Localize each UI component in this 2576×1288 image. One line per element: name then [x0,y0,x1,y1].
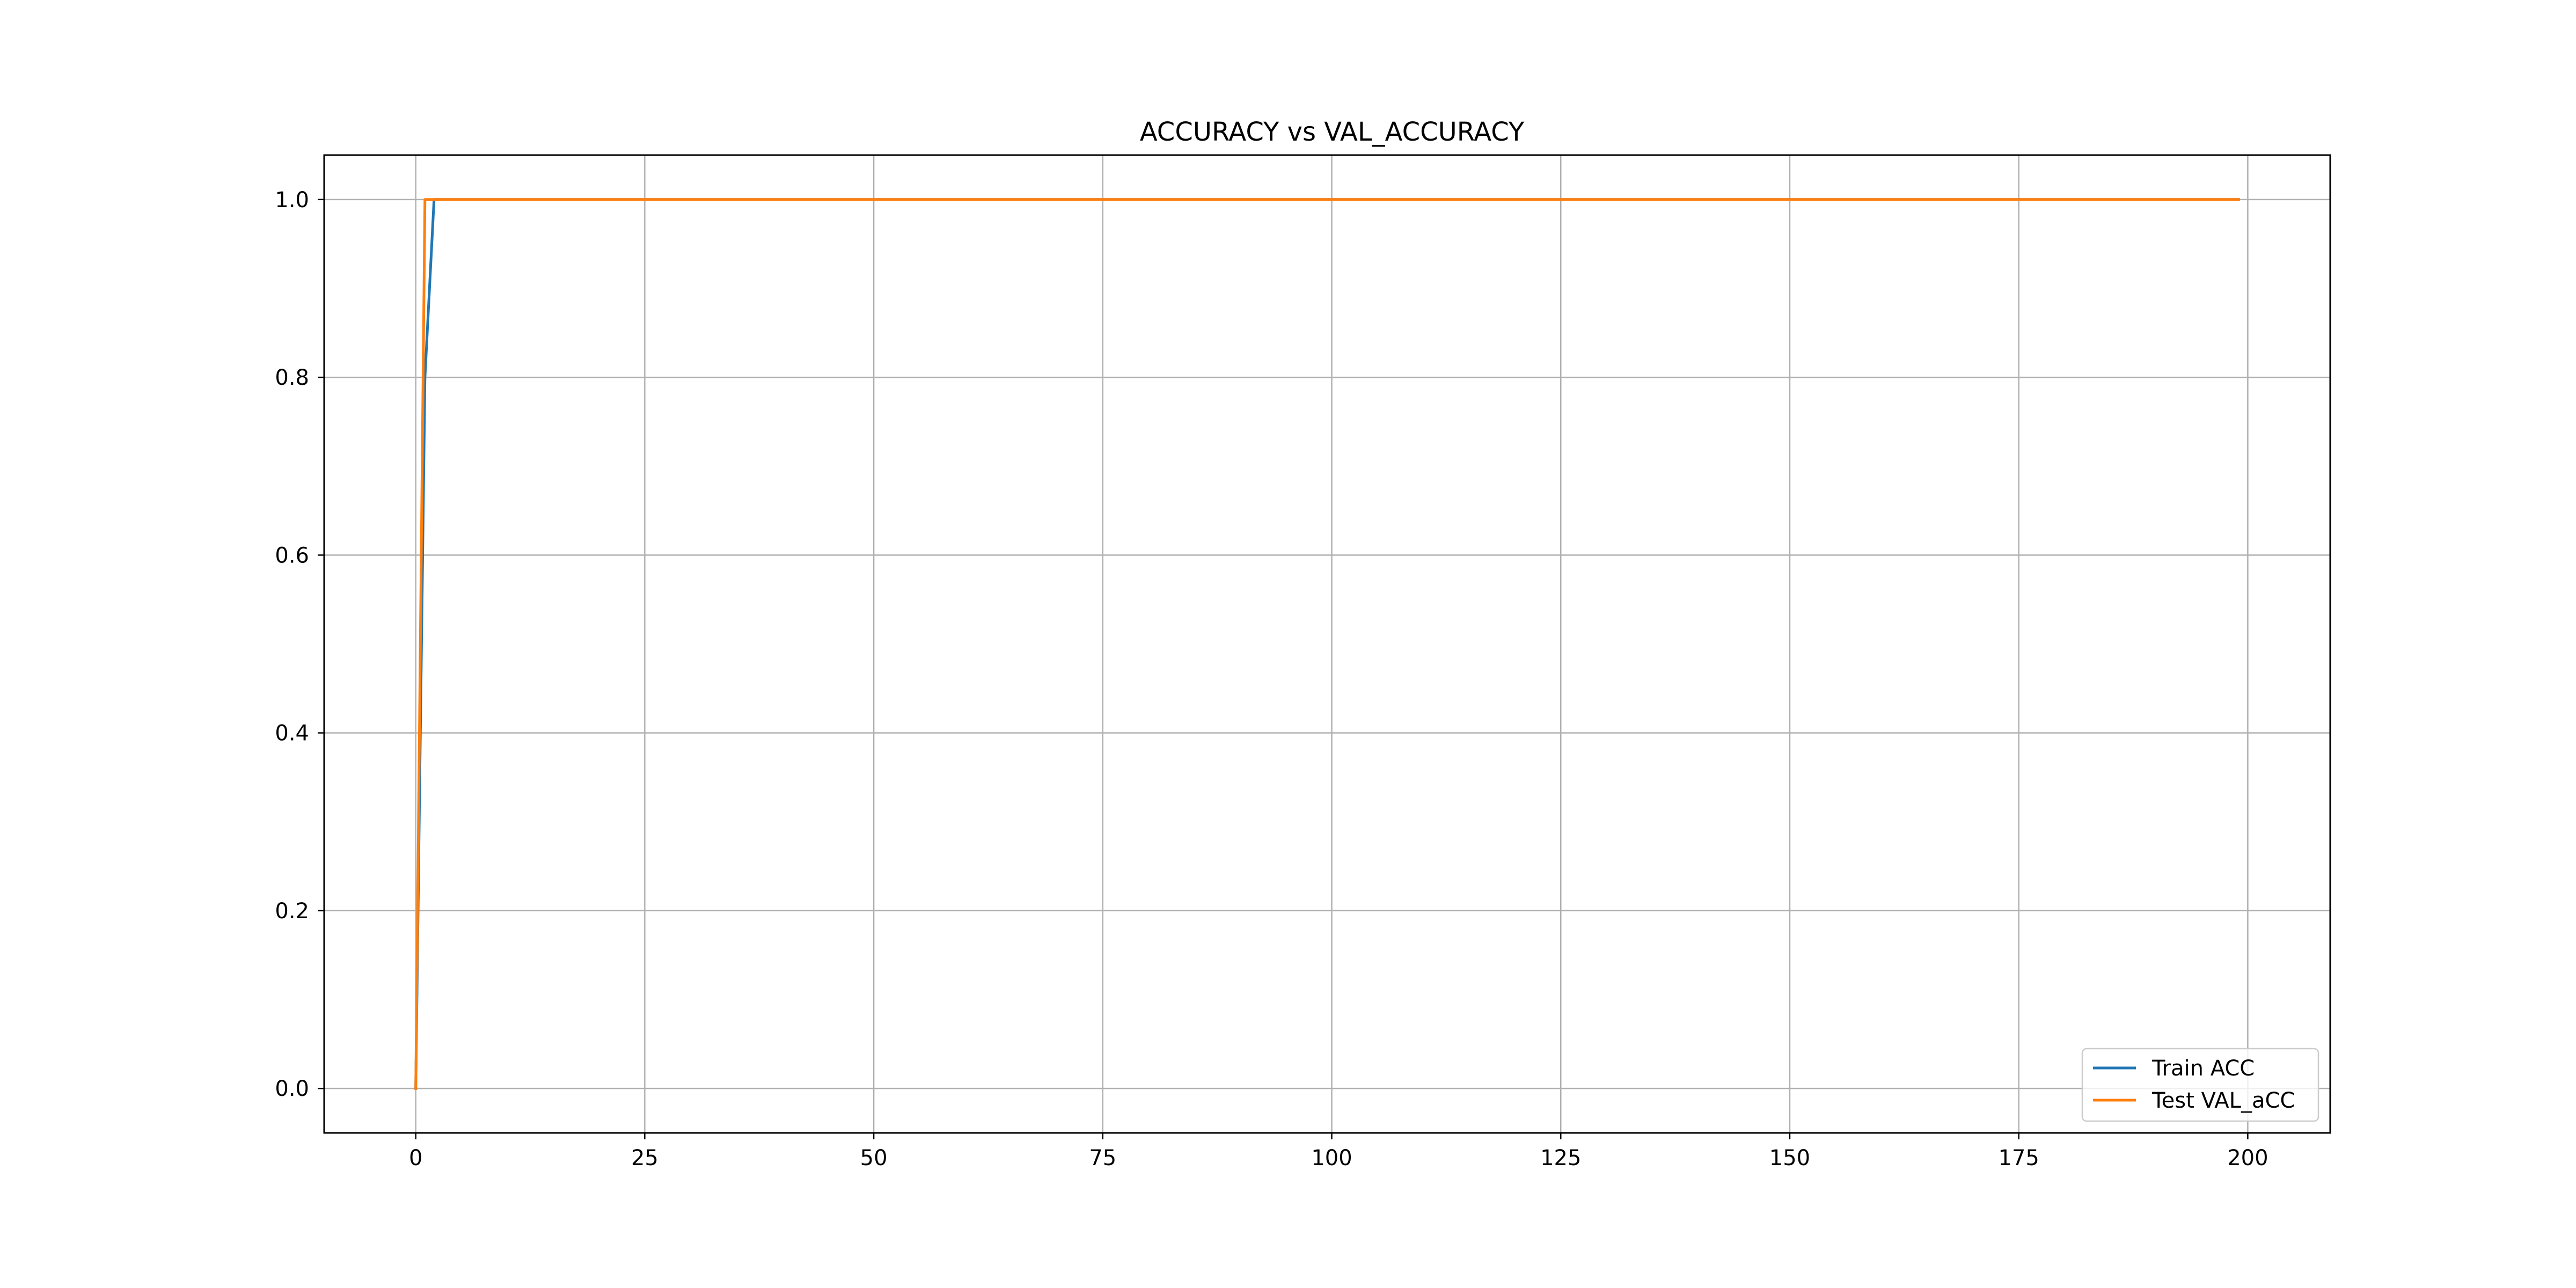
x-tick-label: 25 [631,1146,658,1170]
legend-label: Train ACC [2151,1056,2255,1081]
x-tick-label: 175 [1998,1146,2039,1170]
plot-frame [323,154,2331,1134]
y-tick-label: 1.0 [275,188,309,213]
y-tick-label: 0.6 [275,543,309,568]
x-tick-label: 200 [2227,1146,2268,1170]
y-tick-label: 0.8 [275,365,309,390]
x-tick-label: 0 [409,1146,422,1170]
y-tick-label: 0.2 [275,899,309,924]
axis-ticks: 0 25 50 75 100 125 150 175 200 0.0 0.2 0.4 0.6 0.8 1.0 [275,188,2268,1170]
series-line-test-val-acc [414,198,2240,1090]
y-tick-label: 0.0 [275,1077,309,1101]
x-tick-label: 75 [1089,1146,1116,1170]
legend-box [2081,1048,2319,1122]
x-tick-label: 150 [1769,1146,1810,1170]
series-lines [414,198,2240,1090]
x-tick-label: 50 [860,1146,888,1170]
legend-label: Test VAL_aCC [2151,1088,2295,1113]
x-tick-label: 125 [1540,1146,1581,1170]
y-tick-label: 0.4 [275,721,309,746]
chart-title: ACCURACY vs VAL_ACCURACY [1140,117,1525,147]
x-tick-label: 100 [1311,1146,1352,1170]
legend: Train ACC Test VAL_aCC [2081,1048,2319,1122]
